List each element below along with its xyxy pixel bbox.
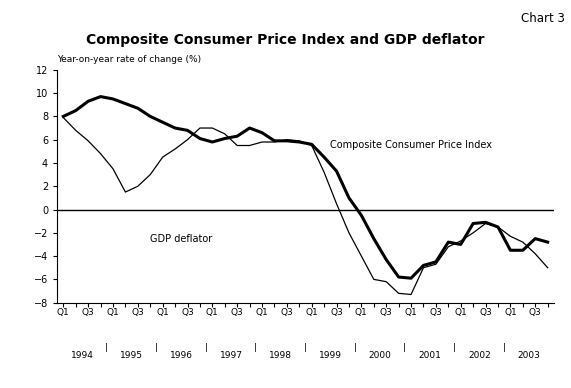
- Text: |: |: [105, 343, 108, 352]
- Text: Composite Consumer Price Index and GDP deflator: Composite Consumer Price Index and GDP d…: [86, 33, 485, 47]
- Text: Year-on-year rate of change (%): Year-on-year rate of change (%): [57, 55, 201, 64]
- Text: 1996: 1996: [170, 350, 193, 360]
- Text: 1998: 1998: [269, 350, 292, 360]
- Text: |: |: [254, 343, 258, 352]
- Text: 1995: 1995: [120, 350, 143, 360]
- Text: 2002: 2002: [468, 350, 490, 360]
- Text: |: |: [155, 343, 158, 352]
- Text: 1994: 1994: [70, 350, 94, 360]
- Text: |: |: [403, 343, 407, 352]
- Text: GDP deflator: GDP deflator: [150, 234, 212, 244]
- Text: Composite Consumer Price Index: Composite Consumer Price Index: [330, 140, 492, 151]
- Text: Chart 3: Chart 3: [521, 12, 565, 25]
- Text: 2003: 2003: [517, 350, 541, 360]
- Text: 1999: 1999: [319, 350, 342, 360]
- Text: 2001: 2001: [418, 350, 441, 360]
- Text: 2000: 2000: [368, 350, 392, 360]
- Text: |: |: [502, 343, 506, 352]
- Text: |: |: [304, 343, 307, 352]
- Text: |: |: [353, 343, 357, 352]
- Text: 1997: 1997: [219, 350, 243, 360]
- Text: |: |: [204, 343, 208, 352]
- Text: |: |: [453, 343, 456, 352]
